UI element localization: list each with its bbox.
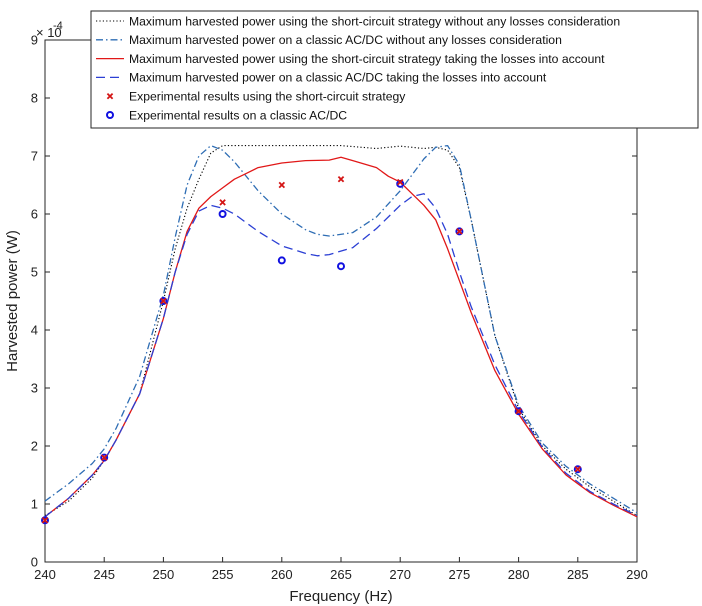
legend-label: Maximum harvested power on a classic AC/… bbox=[129, 33, 562, 47]
x-axis-ticks: 240 245 250 255 260 265 270 275 280 285 290 bbox=[34, 40, 648, 582]
y-tick-label: 3 bbox=[31, 381, 38, 396]
legend-label: Maximum harvested power using the short-… bbox=[129, 14, 620, 28]
x-tick-label: 280 bbox=[508, 567, 530, 582]
y-exponent-base: × 10 bbox=[36, 25, 62, 40]
x-tick-label: 240 bbox=[34, 567, 56, 582]
y-tick-label: 6 bbox=[31, 207, 38, 222]
y-tick-label: 9 bbox=[31, 33, 38, 48]
x-tick-label: 255 bbox=[212, 567, 234, 582]
x-tick-label: 250 bbox=[153, 567, 175, 582]
x-tick-label: 260 bbox=[271, 567, 293, 582]
marker-circle-point bbox=[100, 453, 109, 462]
marker-circle-point bbox=[455, 227, 464, 236]
marker-x-point bbox=[515, 407, 522, 415]
legend: Maximum harvested power using the short-… bbox=[90, 10, 699, 129]
y-exponent-power: -4 bbox=[53, 20, 63, 32]
legend-label: Experimental results using the short-cir… bbox=[129, 90, 406, 104]
y-axis-ticks: 0 1 2 3 4 5 6 7 8 9 bbox=[31, 33, 637, 570]
marker-x-point bbox=[41, 517, 49, 524]
legend-label: Maximum harvested power on a classic AC/… bbox=[129, 71, 547, 85]
y-tick-label: 0 bbox=[31, 555, 38, 570]
marker-circle-point bbox=[514, 407, 523, 416]
marker-x-point bbox=[100, 454, 108, 461]
legend-swatch-x bbox=[106, 92, 114, 100]
marker-x-point bbox=[219, 199, 226, 206]
y-tick-label: 4 bbox=[31, 323, 38, 338]
marker-x-point bbox=[160, 297, 167, 305]
marker-circle-point bbox=[573, 465, 582, 474]
x-axis-label: Frequency (Hz) bbox=[289, 588, 392, 605]
legend-swatch-circle bbox=[106, 111, 114, 119]
markers-layer bbox=[41, 175, 582, 525]
legend-label: Experimental results on a classic AC/DC bbox=[129, 108, 347, 122]
series-line-4 bbox=[44, 193, 638, 518]
x-tick-label: 245 bbox=[93, 567, 115, 582]
marker-circle-point bbox=[159, 297, 168, 305]
marker-circle-point bbox=[218, 210, 227, 218]
x-tick-label: 270 bbox=[389, 567, 411, 582]
y-axis-label: Harvested power (W) bbox=[4, 230, 21, 372]
x-tick-label: 285 bbox=[567, 567, 589, 582]
y-tick-label: 8 bbox=[31, 91, 38, 106]
y-tick-label: 2 bbox=[31, 439, 38, 454]
marker-x-point bbox=[574, 465, 582, 473]
legend-box bbox=[90, 10, 699, 129]
x-tick-label: 265 bbox=[330, 567, 352, 582]
marker-circle-point bbox=[41, 516, 49, 525]
legend-label: Maximum harvested power using the short-… bbox=[129, 52, 605, 66]
marker-x-point bbox=[396, 178, 404, 186]
x-tick-label: 275 bbox=[449, 567, 471, 582]
series-line-2 bbox=[44, 144, 638, 514]
x-tick-label: 290 bbox=[626, 567, 648, 582]
y-tick-label: 7 bbox=[31, 149, 38, 164]
marker-x-point bbox=[456, 228, 463, 235]
marker-x-point bbox=[337, 175, 345, 183]
marker-x-point bbox=[278, 181, 286, 189]
marker-circle-point bbox=[337, 262, 345, 271]
y-tick-label: 5 bbox=[31, 265, 38, 280]
marker-circle-point bbox=[277, 256, 286, 265]
y-tick-label: 1 bbox=[31, 497, 38, 512]
